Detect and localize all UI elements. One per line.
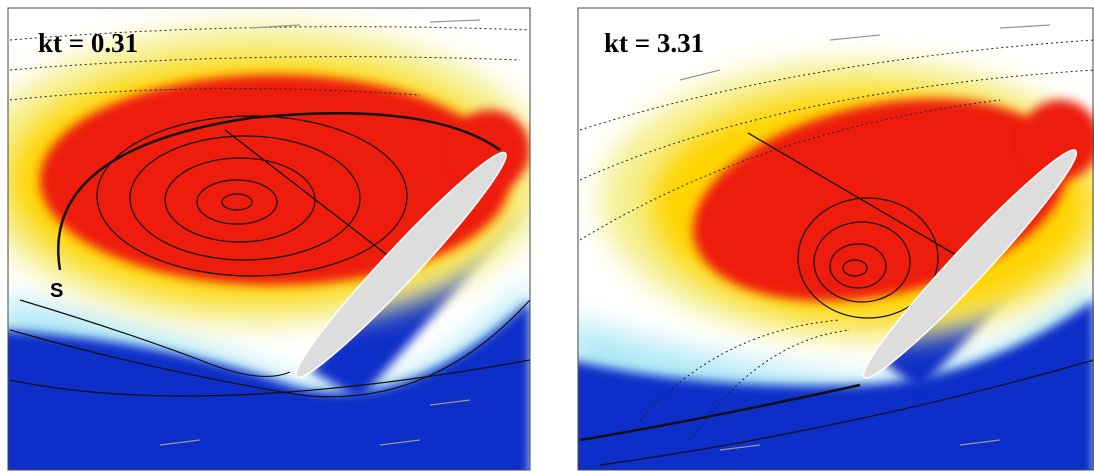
panel-right: [570, 8, 1094, 473]
panel-left: [0, 8, 550, 473]
panel-label: kt = 0.31: [38, 28, 138, 58]
red-vortex: [40, 75, 510, 285]
figure: kt = 0.31 S kt = 3.: [0, 0, 1094, 473]
annotation: S: [50, 280, 63, 302]
panel-label: kt = 3.31: [604, 28, 704, 58]
